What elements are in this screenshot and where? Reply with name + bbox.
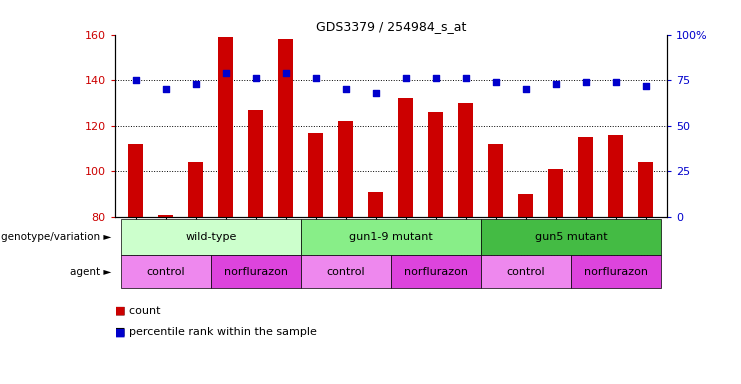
Point: [190, 81, 202, 87]
Text: control: control: [147, 266, 185, 277]
Bar: [519, 194, 534, 217]
Bar: [188, 162, 203, 217]
Bar: [639, 162, 654, 217]
Text: control: control: [507, 266, 545, 277]
Point: [460, 75, 472, 81]
Text: gun5 mutant: gun5 mutant: [534, 232, 607, 242]
Bar: [579, 137, 594, 217]
Point: [370, 90, 382, 96]
Text: ■: ■: [115, 306, 125, 316]
Bar: [248, 110, 263, 217]
Title: GDS3379 / 254984_s_at: GDS3379 / 254984_s_at: [316, 20, 466, 33]
Text: wild-type: wild-type: [185, 232, 236, 242]
Bar: [488, 144, 503, 217]
Bar: [399, 98, 413, 217]
Bar: [548, 169, 563, 217]
Text: ■ count: ■ count: [115, 306, 160, 316]
Bar: [279, 39, 293, 217]
Point: [490, 79, 502, 85]
Point: [400, 75, 412, 81]
Bar: [459, 103, 473, 217]
Text: norflurazon: norflurazon: [584, 266, 648, 277]
Bar: [219, 37, 233, 217]
Point: [550, 81, 562, 87]
Bar: [128, 144, 143, 217]
Point: [250, 75, 262, 81]
Text: control: control: [327, 266, 365, 277]
Bar: [428, 112, 443, 217]
Text: agent ►: agent ►: [70, 266, 111, 277]
Bar: [608, 135, 623, 217]
Bar: [159, 215, 173, 217]
Point: [640, 83, 652, 89]
Point: [430, 75, 442, 81]
Point: [520, 86, 532, 93]
Text: ■ percentile rank within the sample: ■ percentile rank within the sample: [115, 327, 316, 337]
Point: [130, 77, 142, 83]
Point: [310, 75, 322, 81]
Text: norflurazon: norflurazon: [404, 266, 468, 277]
Point: [160, 86, 172, 93]
Point: [340, 86, 352, 93]
Point: [580, 79, 592, 85]
Text: gun1-9 mutant: gun1-9 mutant: [349, 232, 433, 242]
Point: [610, 79, 622, 85]
Text: norflurazon: norflurazon: [224, 266, 288, 277]
Bar: [339, 121, 353, 217]
Text: ■: ■: [115, 327, 125, 337]
Point: [280, 70, 292, 76]
Point: [220, 70, 232, 76]
Bar: [368, 192, 383, 217]
Bar: [308, 132, 323, 217]
Text: genotype/variation ►: genotype/variation ►: [1, 232, 111, 242]
